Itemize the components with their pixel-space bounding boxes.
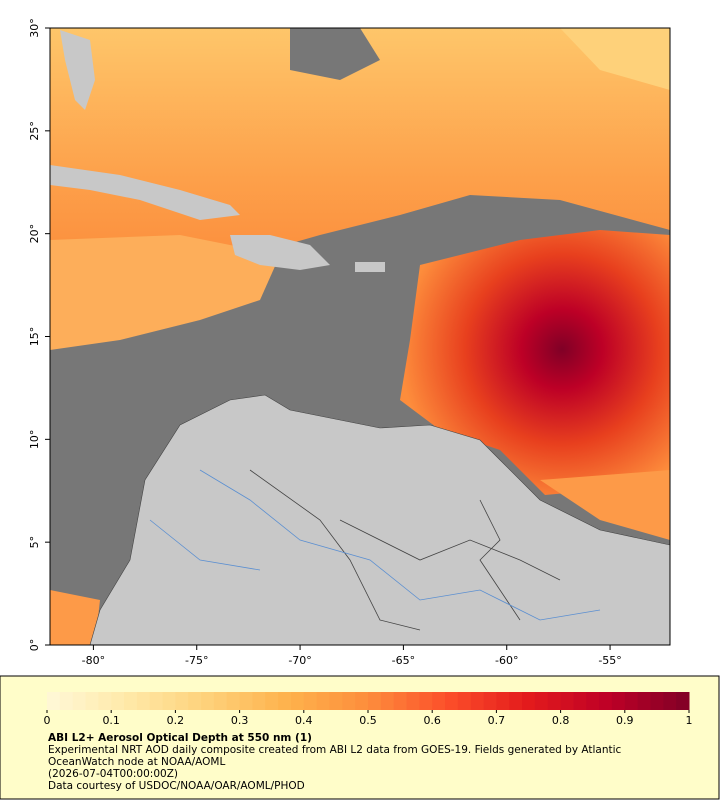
colorbar-step (239, 692, 253, 710)
aerosol-region (560, 28, 670, 90)
colorbar-tick-label: 0.3 (231, 714, 249, 727)
colorbar-step (393, 692, 408, 710)
colorbar-tick-label: 0 (44, 714, 51, 727)
colorbar-step (72, 692, 87, 710)
caption-title: ABI L2+ Aerosol Optical Depth at 550 nm … (48, 732, 312, 744)
colorbar-step (213, 692, 228, 710)
colorbar-step (676, 692, 690, 710)
land (89, 394, 670, 645)
colorbar-step (355, 692, 369, 710)
colorbar-step (316, 692, 330, 710)
colorbar-tick-label: 0.1 (102, 714, 120, 727)
caption-line: OceanWatch node at NOAA/AOML (48, 756, 225, 768)
land (50, 165, 240, 220)
lat-tick-label: 15° (28, 327, 41, 347)
aerosol-region (50, 590, 100, 645)
colorbar-tick-label: 0.5 (359, 714, 377, 727)
colorbar-tick-label: 1 (686, 714, 693, 727)
colorbar-step (483, 692, 497, 710)
colorbar-step (252, 692, 266, 710)
colorbar-step (457, 692, 472, 710)
colorbar-step (149, 692, 164, 710)
no-data (290, 28, 380, 80)
colorbar-step (573, 692, 587, 710)
colorbar-step (509, 692, 523, 710)
colorbar-step (290, 692, 305, 710)
river (149, 519, 261, 571)
land (230, 235, 330, 270)
map (50, 28, 670, 645)
colorbar-step (188, 692, 202, 710)
colorbar-step (59, 692, 74, 710)
border (249, 469, 421, 631)
colorbar-step (663, 692, 677, 710)
colorbar-tick-label: 0.9 (616, 714, 634, 727)
colorbar-step (111, 692, 125, 710)
lon-tick-label: -60° (495, 654, 518, 667)
colorbar-step (136, 692, 151, 710)
colorbar-step (329, 692, 343, 710)
colorbar-step (522, 692, 536, 710)
land (355, 262, 385, 272)
colorbar-step (496, 692, 510, 710)
colorbar-step (445, 692, 459, 710)
colorbar-tick-label: 0.8 (552, 714, 570, 727)
aerosol-region (400, 230, 670, 495)
lat-tick-label: 25° (28, 121, 41, 141)
colorbar-step (419, 692, 433, 710)
lat-tick-label: 5° (28, 536, 41, 549)
aerosol-region (540, 470, 670, 540)
colorbar-tick-label: 0.6 (423, 714, 441, 727)
axes: 0° 5° 10° 15° 20° 25° 30° -80° -75° -70° -65° -60° -… (28, 18, 622, 667)
colorbar-step (226, 692, 241, 710)
colorbar-step (406, 692, 420, 710)
colorbar-step (47, 692, 61, 710)
colorbar-step (560, 692, 574, 710)
lon-tick-label: -65° (392, 654, 415, 667)
lon-tick-label: -70° (288, 654, 311, 667)
colorbar-step (599, 692, 613, 710)
colorbar-step (368, 692, 382, 710)
colorbar-step (265, 692, 279, 710)
colorbar-step (547, 692, 562, 710)
colorbar-step (278, 692, 292, 710)
colorbar-step (342, 692, 356, 710)
border (479, 499, 521, 621)
colorbar-step (303, 692, 318, 710)
lon-tick-label: -80° (82, 654, 105, 667)
lat-tick-label: 0° (28, 639, 41, 652)
colorbar-tick-label: 0.7 (488, 714, 506, 727)
colorbar-step (175, 692, 189, 710)
colorbar-step (650, 692, 664, 710)
lat-tick-label: 30° (28, 18, 41, 38)
colorbar-step (432, 692, 446, 710)
colorbar: 0 0.1 0.2 0.3 0.4 0.5 0.6 0.7 0.8 0.9 1 (44, 692, 693, 727)
colorbar-tick-label: 0.2 (167, 714, 185, 727)
colorbar-step (534, 692, 549, 710)
aerosol-region (50, 235, 280, 350)
river (199, 469, 601, 621)
colorbar-step (124, 692, 138, 710)
lon-tick-label: -75° (185, 654, 208, 667)
lat-tick-label: 20° (28, 224, 41, 244)
caption-line: Experimental NRT AOD daily composite cre… (48, 744, 622, 756)
colorbar-step (470, 692, 485, 710)
caption-line: Data courtesy of USDOC/NOAA/OAR/AOML/PHO… (48, 780, 305, 792)
colorbar-step (586, 692, 600, 710)
colorbar-step (611, 692, 626, 710)
colorbar-step (85, 692, 99, 710)
border (339, 519, 561, 581)
colorbar-step (98, 692, 112, 710)
colorbar-tick-label: 0.4 (295, 714, 313, 727)
colorbar-step (162, 692, 176, 710)
colorbar-step (201, 692, 215, 710)
caption-line: (2026-07-04T00:00:00Z) (48, 768, 178, 780)
lat-tick-label: 10° (28, 430, 41, 450)
colorbar-step (380, 692, 395, 710)
colorbar-step (624, 692, 639, 710)
colorbar-step (637, 692, 651, 710)
land (60, 30, 95, 110)
lon-tick-label: -55° (598, 654, 621, 667)
